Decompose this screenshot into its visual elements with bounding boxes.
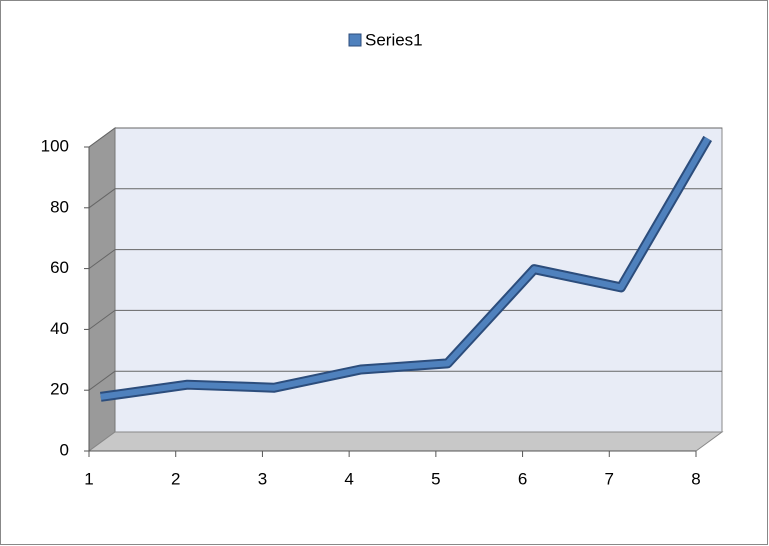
floor (87, 431, 724, 452)
grid-line (88, 127, 116, 148)
y-tick-label: 60 (50, 258, 69, 277)
y-tick-label: 40 (50, 319, 69, 338)
x-tick-label: 8 (691, 469, 700, 488)
x-tick-label: 7 (605, 469, 614, 488)
x-tick-label: 3 (258, 469, 267, 488)
x-tick-label: 2 (171, 469, 180, 488)
y-tick-label: 0 (60, 440, 69, 459)
grid-line (88, 309, 116, 330)
grid-line (88, 188, 116, 209)
side-wall (88, 127, 116, 452)
x-tick-label: 5 (431, 469, 440, 488)
x-tick-label: 6 (518, 469, 527, 488)
y-tick-label: 80 (50, 197, 69, 216)
x-tick-label: 1 (84, 469, 93, 488)
line (100, 136, 711, 400)
x-tick-label: 4 (344, 469, 353, 488)
grid-line (88, 249, 116, 270)
y-tick-label: 100 (41, 136, 69, 155)
legend-label: Series1 (365, 30, 423, 49)
grid-line (88, 370, 116, 391)
legend-swatch (348, 33, 362, 47)
y-tick-label: 20 (50, 380, 69, 399)
